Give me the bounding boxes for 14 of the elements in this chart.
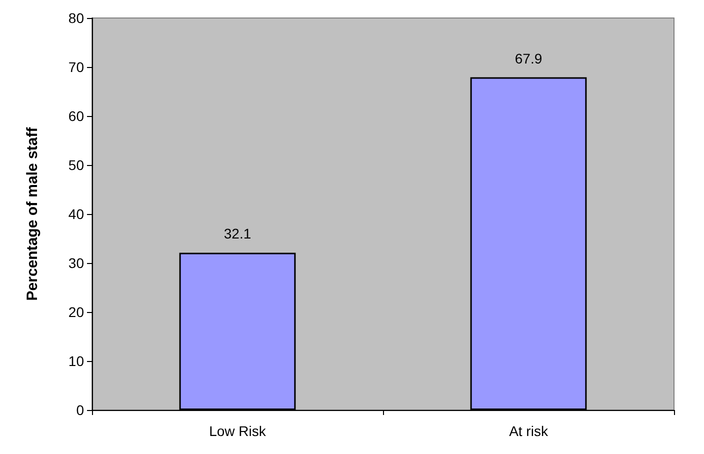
y-tick-label: 10 — [68, 353, 84, 369]
x-tick-label: At risk — [509, 423, 549, 439]
y-tick-label: 0 — [76, 402, 84, 418]
y-tick-label: 70 — [68, 59, 84, 75]
y-axis-title: Percentage of male staff — [24, 126, 41, 301]
data-label: 67.9 — [514, 50, 542, 66]
y-tick-label: 60 — [68, 108, 84, 124]
y-tick-label: 20 — [68, 304, 84, 320]
data-label: 32.1 — [224, 226, 252, 242]
y-tick-label: 40 — [68, 206, 84, 222]
y-tick-label: 80 — [68, 10, 84, 26]
y-tick-label: 30 — [68, 255, 84, 271]
y-tick-label: 50 — [68, 157, 84, 173]
x-tick-label: Low Risk — [209, 423, 267, 439]
